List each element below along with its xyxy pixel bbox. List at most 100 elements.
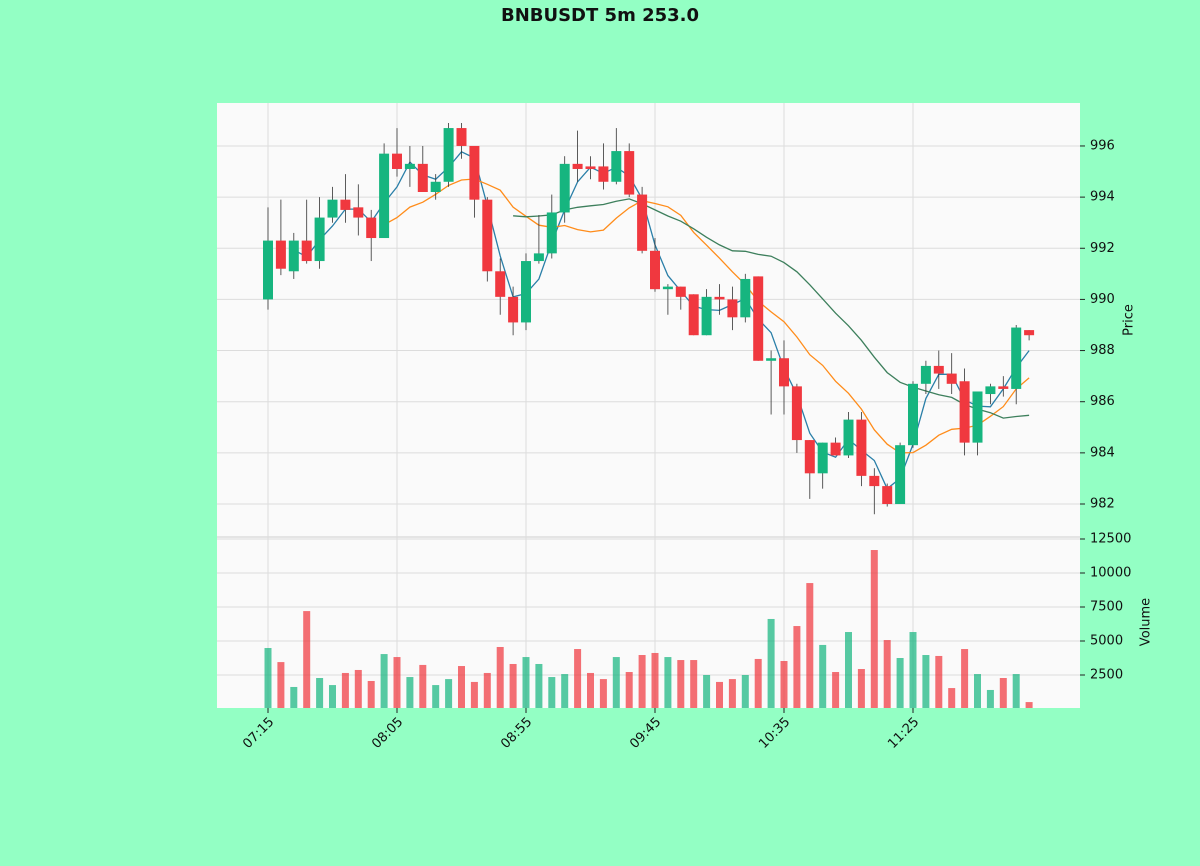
candle-body <box>959 381 970 443</box>
candle-body <box>882 486 893 505</box>
volume-bar <box>574 649 582 708</box>
x-tick-label: 07:15 <box>240 715 277 752</box>
volume-bar <box>716 681 723 708</box>
volume-bar <box>535 663 543 708</box>
volume-bar <box>638 655 646 708</box>
candle-body <box>933 365 944 374</box>
volume-bar <box>999 677 1007 708</box>
volume-bar <box>277 662 285 708</box>
y-tick-label: 988 <box>1090 343 1115 358</box>
volume-bar <box>1012 674 1020 708</box>
volume-bar <box>974 674 981 708</box>
candle-body <box>585 166 596 169</box>
x-tick-label: 08:05 <box>369 715 406 752</box>
volume-bar <box>870 550 878 708</box>
y-tick-label: 2500 <box>1090 668 1123 683</box>
candle-body <box>830 442 841 456</box>
candle-body <box>495 271 506 297</box>
volume-bar <box>832 672 840 708</box>
candle-body <box>598 166 609 182</box>
volume-axis-label: Volume <box>1139 598 1154 646</box>
candle-body <box>533 253 544 262</box>
candle-body <box>521 261 531 323</box>
candle-body <box>404 163 415 169</box>
candle-body <box>675 286 686 297</box>
candle-body <box>779 358 789 387</box>
candle-body <box>1011 327 1022 389</box>
candle-body <box>869 475 880 487</box>
volume-bar <box>587 672 594 708</box>
candle-body <box>972 391 983 443</box>
candle-body <box>353 207 364 218</box>
candle-body <box>456 128 467 146</box>
volume-bar <box>445 679 453 708</box>
candle-body <box>301 240 312 262</box>
plot-area <box>217 103 1080 708</box>
x-tick-label: 10:35 <box>756 715 793 752</box>
candle-body <box>275 240 286 269</box>
volume-bar <box>935 655 943 708</box>
volume-bar <box>625 672 633 708</box>
candle-body <box>1024 330 1035 336</box>
volume-bar <box>612 657 620 708</box>
candle-body <box>482 199 493 272</box>
volume-bar <box>419 664 427 708</box>
y-tick-label: 994 <box>1090 190 1115 205</box>
volume-bar <box>406 677 414 708</box>
candle-body <box>753 276 764 361</box>
candle-body <box>740 278 751 318</box>
y-tick-label: 7500 <box>1090 600 1123 615</box>
volume-bar <box>754 658 762 708</box>
volume-bar <box>341 672 349 708</box>
candle-body <box>856 419 867 476</box>
volume-bar <box>303 611 311 708</box>
candle-body <box>288 240 299 272</box>
candle-body <box>895 445 906 505</box>
volume-bar <box>458 666 465 708</box>
volume-bar <box>380 654 388 708</box>
volume-bar <box>819 644 827 708</box>
volume-bar <box>1025 702 1033 708</box>
volume-bar <box>354 669 362 708</box>
volume-bar <box>509 663 517 708</box>
candle-body <box>366 217 377 239</box>
candle-body <box>946 373 957 384</box>
y-tick-label: 986 <box>1090 394 1115 409</box>
volume-bar <box>290 686 298 708</box>
y-tick-label: 996 <box>1090 138 1115 153</box>
x-tick-label: 08:55 <box>498 715 535 752</box>
volume-bar <box>690 660 698 708</box>
candle-body <box>908 383 918 446</box>
volume-bar <box>483 672 491 708</box>
candle-body <box>379 153 390 239</box>
y-tick-label: 990 <box>1090 292 1115 307</box>
y-tick-label: 12500 <box>1090 531 1131 546</box>
candle-body <box>469 145 480 200</box>
candle-body <box>572 163 583 169</box>
volume-bar <box>561 674 569 708</box>
volume-bar <box>522 657 530 708</box>
candle-body <box>611 151 622 182</box>
candle-body <box>817 442 828 474</box>
volume-bar <box>806 583 814 708</box>
y-tick-label: 992 <box>1090 241 1115 256</box>
moving-average-line <box>293 150 1030 490</box>
candle-body <box>650 250 660 290</box>
candle-body <box>624 151 635 195</box>
volume-bar <box>728 679 736 708</box>
y-tick-label: 984 <box>1090 445 1115 460</box>
y-tick-label: 10000 <box>1090 566 1131 581</box>
volume-bar <box>741 675 749 708</box>
volume-bar <box>677 660 685 708</box>
candle-body <box>998 386 1009 389</box>
candle-body <box>417 163 428 192</box>
candle-body <box>662 286 673 290</box>
candle-body <box>508 296 519 323</box>
volume-bar <box>948 688 956 708</box>
moving-average-line <box>513 198 1030 419</box>
candle-body <box>392 153 402 169</box>
volume-bar <box>857 669 865 708</box>
candle-body <box>727 299 738 318</box>
volume-bar <box>896 658 904 708</box>
